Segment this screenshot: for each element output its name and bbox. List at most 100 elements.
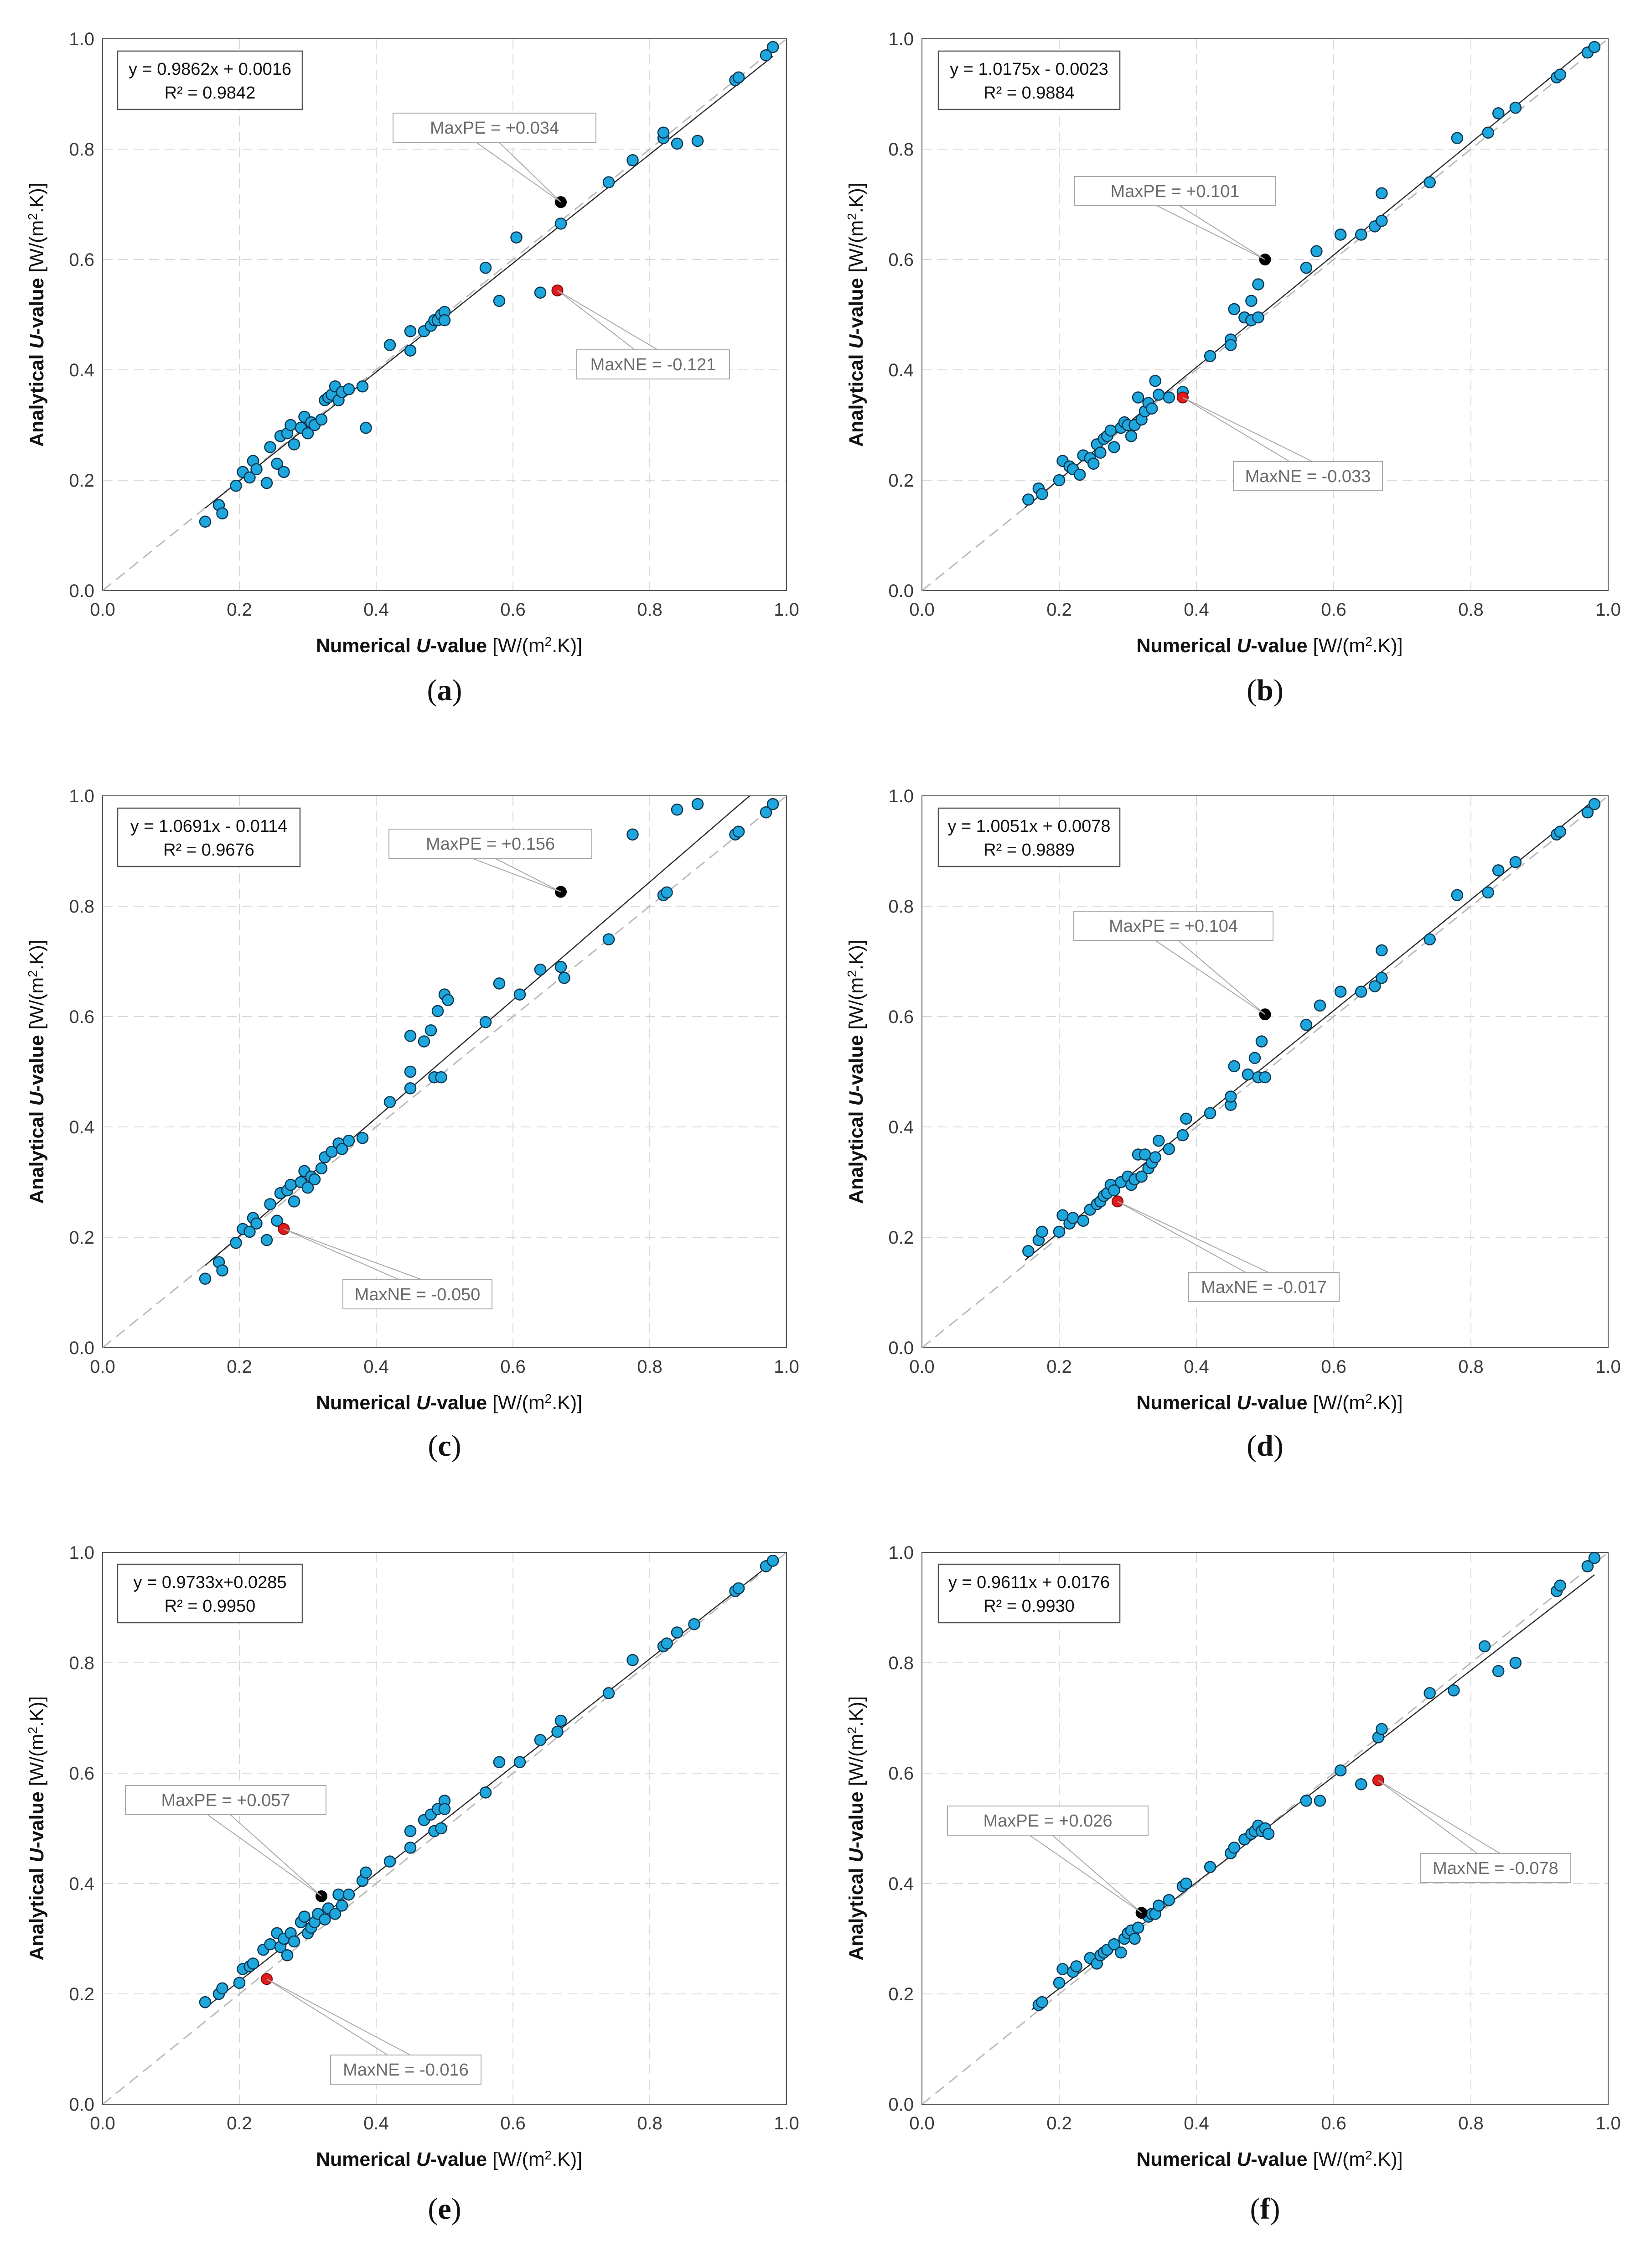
max-pe-annotation-leader (1029, 1835, 1142, 1913)
data-point (1334, 1764, 1347, 1777)
data-point (510, 231, 523, 244)
y-tick-label: 0.2 (69, 471, 94, 491)
data-point (1225, 1090, 1237, 1103)
y-tick-label: 0.8 (69, 897, 94, 917)
data-point (1581, 806, 1594, 819)
x-tick-label: 0.8 (1458, 2113, 1484, 2133)
x-tick-label: 0.2 (1046, 1357, 1072, 1377)
data-point (1355, 1778, 1367, 1791)
x-tick-label: 0.4 (1184, 600, 1209, 620)
max-ne-annotation-leader (1117, 1201, 1269, 1273)
panel-label: (b) (1247, 674, 1284, 707)
data-point (1180, 1112, 1192, 1125)
data-point (404, 1842, 417, 1854)
data-point (513, 1756, 526, 1769)
data-point (1588, 798, 1601, 810)
data-point (315, 1162, 328, 1174)
data-point (688, 1618, 700, 1630)
data-point (558, 972, 570, 984)
y-tick-label: 0.6 (888, 1764, 914, 1784)
data-point (1163, 1894, 1175, 1906)
max-pe-annotation-label: MaxPE = +0.057 (161, 1791, 290, 1810)
data-point (1022, 493, 1035, 506)
data-point (1478, 1640, 1491, 1652)
x-tick-label: 0.0 (909, 1357, 935, 1377)
max-pe-annotation-leader (472, 858, 561, 893)
panel-label: (a) (427, 674, 462, 707)
max-ne-annotation-label: MaxNE = -0.050 (355, 1285, 481, 1304)
data-point (1094, 446, 1107, 459)
y-axis-title: Analytical U-value [W/(m2.K)] (845, 939, 867, 1204)
max-ne-annotation-label: MaxNE = -0.078 (1433, 1859, 1558, 1878)
data-point (438, 314, 451, 327)
data-point (288, 438, 300, 451)
chart-panel-a: 0.00.0 0.2 0.2 0.4 0.4 0.6 0.6 0.8 0.8 1.0 1.0 MaxP… (26, 29, 799, 707)
data-point (1163, 1143, 1175, 1155)
data-point (1376, 944, 1388, 957)
data-point (1369, 980, 1381, 992)
data-point (356, 380, 369, 393)
y-tick-label: 0.2 (888, 1984, 914, 2004)
y-tick-label: 0.8 (888, 140, 914, 160)
data-point (691, 135, 704, 147)
max-pe-annotation-box (1073, 911, 1273, 941)
data-point (404, 1825, 417, 1837)
x-tick-label: 1.0 (774, 1357, 799, 1377)
data-point (1334, 228, 1347, 241)
data-point (360, 1866, 372, 1879)
equation-box (937, 50, 1121, 110)
y-tick-label: 0.6 (888, 1007, 914, 1027)
max-pe-annotation-label: MaxPE = +0.101 (1110, 182, 1239, 201)
max-pe-annotation-leader (207, 1814, 322, 1897)
max-ne-annotation-leader (1378, 1780, 1501, 1854)
data-point (1149, 1151, 1161, 1163)
plot-frame (921, 1552, 1609, 2105)
max-ne-annotation-leader (557, 290, 658, 350)
data-point (1509, 1656, 1522, 1669)
x-tick-label: 0.0 (90, 2113, 115, 2133)
data-point (383, 1855, 396, 1868)
data-point (479, 1786, 492, 1799)
r-squared: R² = 0.9842 (165, 83, 256, 103)
y-tick-label: 0.6 (888, 250, 914, 270)
data-point (360, 421, 372, 434)
data-point (1132, 1921, 1144, 1934)
data-point (657, 126, 670, 139)
fit-equation: y = 0.9862x + 0.0016 (129, 60, 291, 79)
data-point (332, 1888, 345, 1901)
x-axis-title: Numerical U-value [W/(m2.K)] (316, 634, 582, 657)
data-point (1163, 391, 1175, 404)
data-point (336, 1900, 348, 1912)
data-point (336, 1143, 348, 1155)
max-pe-annotation-box (393, 113, 596, 143)
x-tick-label: 0.0 (90, 600, 115, 620)
max-ne-annotation-leader (266, 1978, 411, 2055)
data-point (732, 71, 745, 83)
data-point (264, 1938, 276, 1951)
max-pe-annotation-leader (1154, 940, 1266, 1015)
y-axis-title: Analytical U-value [W/(m2.K)] (26, 939, 48, 1204)
data-point (1509, 102, 1522, 114)
y-axis-title: Analytical U-value [W/(m2.K)] (845, 1696, 867, 1961)
y-tick-label: 0.4 (69, 1874, 94, 1894)
data-point (1300, 1018, 1313, 1031)
x-tick-label: 0.8 (637, 2113, 663, 2133)
max-pe-annotation-label: MaxPE = +0.156 (426, 835, 555, 854)
data-point (554, 960, 567, 973)
data-point (1492, 107, 1505, 119)
data-point (1180, 1877, 1192, 1890)
data-point (288, 1195, 300, 1208)
fit-equation: y = 1.0051x + 0.0078 (947, 817, 1110, 836)
data-point (243, 1225, 256, 1238)
plot-frame (921, 795, 1609, 1348)
y-tick-label: 1.0 (888, 786, 914, 806)
data-point (1448, 1684, 1460, 1697)
data-point (1262, 1827, 1275, 1840)
x-tick-label: 0.2 (227, 600, 252, 620)
data-point (342, 1888, 355, 1901)
data-point (479, 1016, 492, 1028)
data-point (1451, 889, 1464, 902)
data-point (671, 137, 683, 150)
data-point (1245, 295, 1258, 307)
x-axis-title: Numerical U-value [W/(m2.K)] (1136, 1391, 1403, 1414)
